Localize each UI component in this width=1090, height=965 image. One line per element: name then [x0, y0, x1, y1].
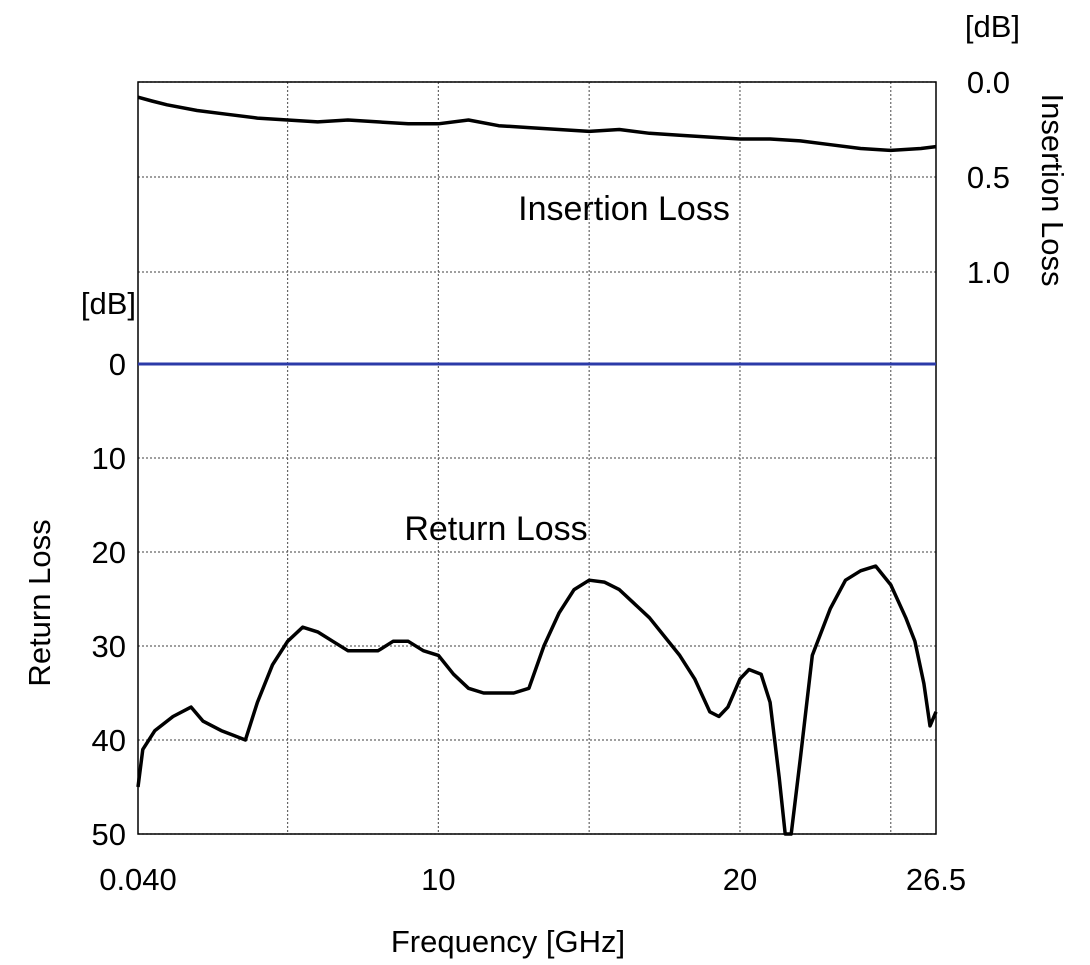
x-tick-label: 10: [421, 862, 455, 897]
insertion-loss-unit: [dB]: [965, 9, 1020, 44]
x-tick-labels: 0.040 10 20 26.5: [99, 862, 966, 897]
x-tick-label: 20: [723, 862, 757, 897]
series-return-loss: [136, 564, 938, 836]
series-lines: [136, 95, 938, 836]
return-loss-unit: [dB]: [81, 286, 136, 321]
x-axis-title: Frequency [GHz]: [391, 924, 625, 959]
return-loss-tick-label: 40: [92, 723, 126, 758]
return-loss-axis-title: Return Loss: [22, 519, 57, 686]
return-loss-tick-label: 0: [109, 347, 126, 382]
annotation-insertion-loss: Insertion Loss: [518, 190, 730, 228]
insertion-loss-tick-label: 0.5: [967, 160, 1010, 195]
insertion-loss-tick-label: 1.0: [967, 255, 1010, 290]
x-tick-label: 0.040: [99, 862, 177, 897]
insertion-loss-axis-title: Insertion Loss: [1035, 94, 1070, 287]
return-loss-tick-label: 50: [92, 817, 126, 852]
insertion-loss-tick-label: 0.0: [967, 65, 1010, 100]
x-tick-label: 26.5: [906, 862, 966, 897]
return-loss-tick-label: 30: [92, 629, 126, 664]
return-loss-tick-label: 10: [92, 441, 126, 476]
insertion-loss-tick-labels: 0.0 0.5 1.0: [967, 65, 1010, 290]
annotation-return-loss: Return Loss: [404, 510, 587, 548]
plot-frame: [137, 81, 937, 835]
return-loss-tick-label: 20: [92, 535, 126, 570]
series-insertion-loss: [137, 95, 937, 153]
return-loss-tick-labels: 0 10 20 30 40 50: [92, 347, 126, 852]
